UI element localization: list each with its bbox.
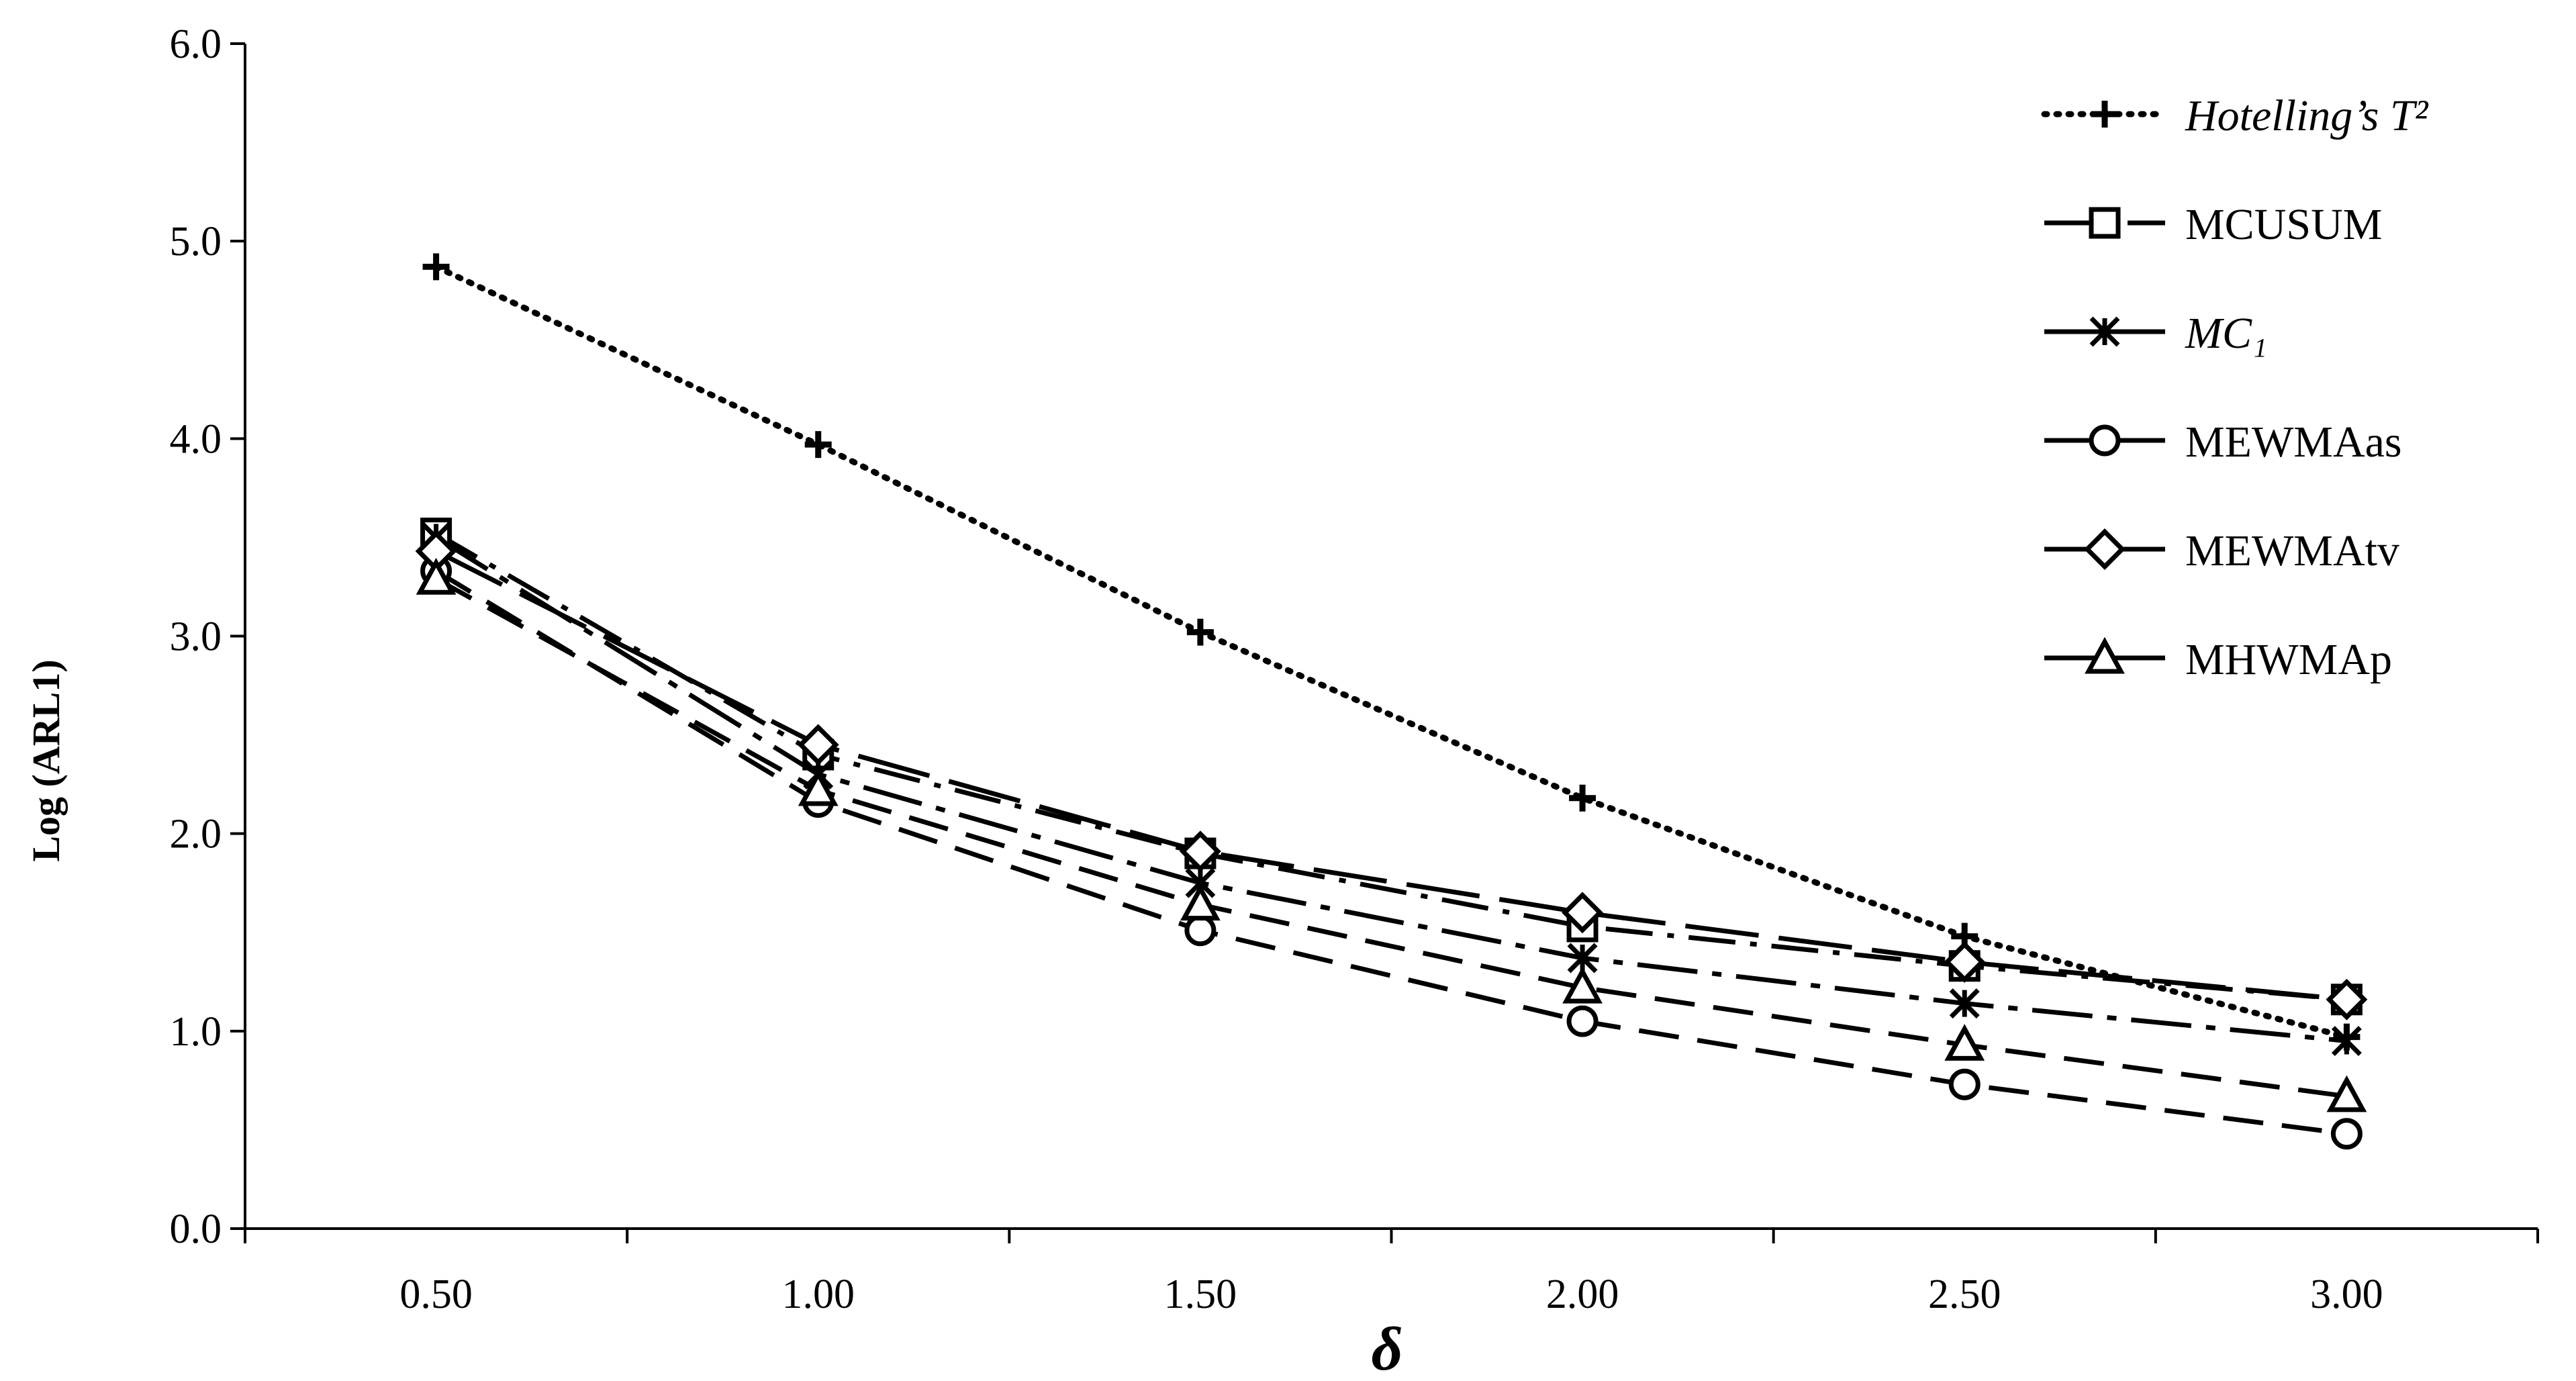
data-point [804, 431, 832, 459]
data-point [1184, 914, 1217, 947]
x-tick-label: 2.50 [1928, 1272, 2001, 1317]
series-line [435, 549, 2347, 1002]
data-point [1949, 988, 1980, 1019]
series-square [420, 518, 2363, 1016]
x-tick-label: 0.50 [399, 1272, 473, 1317]
legend-item: MC₁ [2044, 309, 2267, 358]
series-asterisk [421, 522, 2362, 1057]
legend-label: MHWMAp [2185, 635, 2392, 684]
data-point [1562, 966, 1603, 1004]
chart-axes: 0.0 1.0 2.0 3.0 4.0 5.0 6.0 0.50 1.00 1.50 2.00 2.5… [170, 21, 2539, 1317]
data-point [416, 557, 457, 595]
y-tick-label: 2.0 [170, 812, 222, 857]
data-point [1566, 1005, 1599, 1037]
legend-item: MCUSUM [2044, 200, 2382, 249]
y-tick-label: 0.0 [170, 1206, 222, 1252]
legend-label: MCUSUM [2185, 200, 2382, 249]
diamond-icon [2084, 528, 2126, 570]
series-triangle [416, 557, 2367, 1112]
asterisk-icon [2089, 316, 2120, 347]
legend-item: MEWMAtv [2044, 526, 2399, 575]
data-point [2326, 978, 2368, 1020]
chart-legend: Hotelling’s T² MCUSUM MC₁ MEWMAas MEWMAtv MHW… [2041, 91, 2429, 684]
data-point [1944, 1024, 1985, 1061]
data-point [422, 253, 450, 281]
y-tick-label: 1.0 [170, 1009, 222, 1055]
y-tick-label: 6.0 [170, 21, 222, 67]
chart-series [415, 253, 2368, 1150]
x-tick-label: 1.50 [1164, 1272, 1237, 1317]
x-tick-label: 1.00 [782, 1272, 855, 1317]
data-point [1180, 884, 1221, 921]
data-point [1179, 830, 1221, 873]
data-point [1948, 1068, 1981, 1100]
series-line [434, 569, 2347, 1137]
legend-label: MEWMAas [2185, 418, 2402, 467]
data-point [2326, 1075, 2367, 1112]
series-line [434, 577, 2347, 1099]
legend-label: MC₁ [2185, 309, 2267, 358]
data-point [798, 769, 839, 806]
y-tick-label: 3.0 [170, 614, 222, 660]
data-point [1944, 941, 1986, 983]
series-line [434, 531, 2347, 1002]
y-tick-label: 5.0 [170, 219, 222, 265]
legend-item: Hotelling’s T² [2041, 91, 2429, 140]
x-axis-label: δ [1371, 1315, 1402, 1381]
data-point [2330, 1118, 2363, 1150]
series-plus [422, 253, 2360, 1051]
series-diamond [415, 530, 2368, 1020]
x-tick-label: 2.00 [1546, 1272, 1619, 1317]
x-tick-label: 3.00 [2310, 1272, 2383, 1317]
circle-icon [2089, 424, 2121, 457]
data-point [2331, 1026, 2362, 1057]
plus-icon [2091, 101, 2118, 128]
legend-item: MEWMAas [2044, 418, 2402, 467]
y-tick-label: 4.0 [170, 416, 222, 462]
legend-label: Hotelling’s T² [2185, 91, 2429, 140]
triangle-icon [2085, 636, 2125, 674]
legend-label: MEWMAtv [2185, 526, 2399, 575]
data-point [1569, 784, 1596, 812]
square-icon [2089, 207, 2121, 239]
series-line [434, 535, 2347, 1044]
legend-item: MHWMAp [2044, 635, 2392, 684]
data-point [1562, 892, 1604, 934]
y-axis-label: Log (ARL1) [24, 659, 68, 861]
data-point [797, 724, 839, 766]
series-line [433, 263, 2350, 1041]
data-point [1186, 618, 1214, 646]
